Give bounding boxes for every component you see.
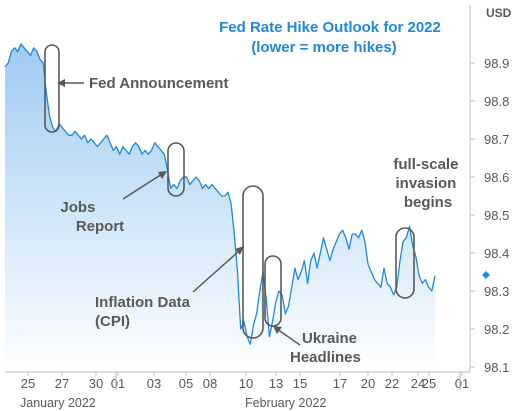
annotation-line: Jobs	[60, 199, 95, 216]
x-tick-label: 25	[422, 376, 436, 391]
x-tick-label: 17	[333, 376, 347, 391]
x-tick-label: 15	[293, 376, 307, 391]
y-tick-label: 98.4	[484, 246, 509, 261]
x-tick-label: 25	[21, 376, 35, 391]
annotation-fed-announcement: Fed Announcement	[89, 75, 228, 92]
y-tick-label: 98.7	[484, 132, 509, 147]
x-tick-label: 22	[385, 376, 399, 391]
arrow-ukraine-headlines	[273, 326, 301, 346]
y-tick-label: 98.1	[484, 360, 509, 375]
x-tick-label: 10	[239, 376, 253, 391]
y-tick-label: 98.8	[484, 94, 509, 109]
y-tick-label: 98.3	[484, 284, 509, 299]
x-tick-label: 20	[361, 376, 375, 391]
annotation-jobs-report: Jobs Report	[60, 199, 124, 235]
y-tick-label: 98.2	[484, 322, 509, 337]
annotation-line: invasion	[395, 175, 456, 192]
highlight-fed-announcement	[44, 44, 60, 133]
x-tick-label: 30	[89, 376, 103, 391]
x-tick-label: 03	[147, 376, 161, 391]
annotation-cpi: Inflation Data (CPI)	[95, 294, 194, 330]
arrow-fed-announcement	[57, 79, 84, 87]
x-tick-label: 13	[269, 376, 283, 391]
annotation-line: begins	[404, 194, 452, 211]
x-tick-label: 27	[55, 376, 69, 391]
x-tick-label: 24	[411, 376, 425, 391]
x-tick-label: 01	[111, 376, 125, 391]
y-axis-ticks: 98.9 98.8 98.7 98.6 98.5 98.4 98.3 98.2 98.1	[470, 56, 509, 375]
chart-subtitle: (lower = more hikes)	[251, 39, 396, 56]
current-value-marker	[482, 271, 490, 279]
x-tick-label: 08	[203, 376, 217, 391]
series-line	[4, 43, 436, 345]
y-tick-label: 98.5	[484, 208, 509, 223]
highlight-cpi	[242, 185, 264, 339]
annotation-invasion: full-scale invasion begins	[393, 156, 462, 211]
series-area	[5, 44, 435, 372]
annotation-line: Ukraine	[302, 330, 357, 347]
annotation-ukraine-headlines: Ukraine Headlines	[290, 330, 361, 366]
highlight-invasion	[395, 227, 415, 299]
month-label-january: January 2022	[20, 396, 96, 410]
chart-title: Fed Rate Hike Outlook for 2022	[219, 19, 441, 36]
annotation-line: Inflation Data	[95, 294, 191, 311]
x-tick-label: 01	[455, 376, 469, 391]
month-label-february: February 2022	[245, 396, 326, 410]
y-tick-label: 98.6	[484, 170, 509, 185]
annotation-line: (CPI)	[95, 313, 130, 330]
annotation-line: Headlines	[290, 349, 361, 366]
y-tick-label: 98.9	[484, 56, 509, 71]
annotation-line: Report	[76, 218, 124, 235]
plot-area	[4, 43, 436, 372]
annotation-line: full-scale	[393, 156, 458, 173]
arrow-cpi	[192, 246, 244, 293]
highlight-jobs-report	[167, 142, 185, 197]
unit-label: USD	[486, 6, 512, 20]
arrow-jobs-report	[122, 171, 167, 200]
x-tick-label: 05	[179, 376, 193, 391]
